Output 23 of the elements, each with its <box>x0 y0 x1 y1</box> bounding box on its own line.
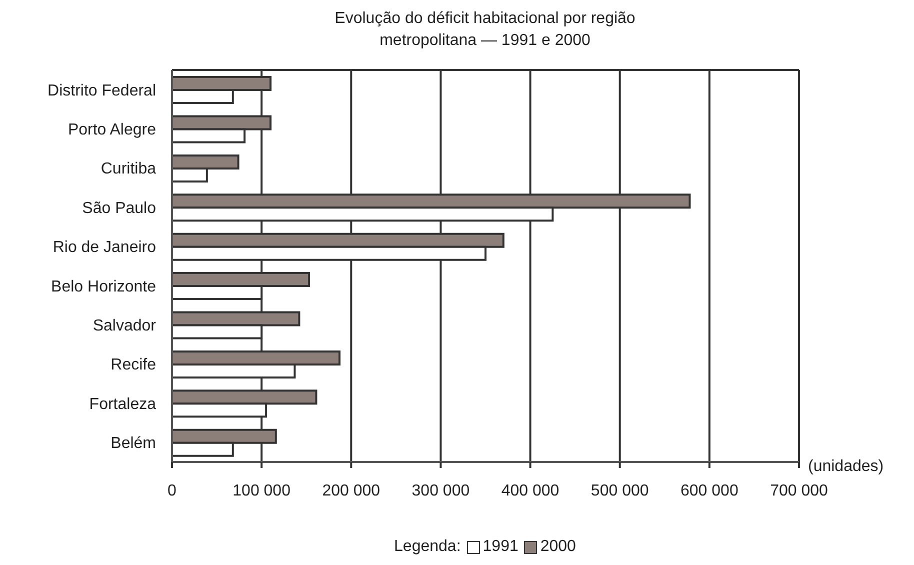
y-tick-label: Recife <box>110 356 156 374</box>
y-tick-label: Porto Alegre <box>68 121 156 138</box>
x-tick-label: 700 000 <box>770 482 828 500</box>
y-tick-label: Salvador <box>92 317 157 334</box>
x-tick-label: 100 000 <box>232 482 291 500</box>
y-tick-label: Fortaleza <box>89 396 156 413</box>
legend-title: Legenda: <box>394 538 461 556</box>
x-tick-label: 200 000 <box>322 482 380 500</box>
chart-title: Evolução do déficit habitacional por região metropolitana — 1991 e 2000 <box>334 9 636 51</box>
x-tick-label: 500 000 <box>590 482 649 500</box>
y-tick-label: São Paulo <box>82 200 156 217</box>
x-tick-label: 600 000 <box>680 482 738 500</box>
legend-label: 2000 <box>540 538 576 556</box>
x-tick-label: 0 <box>168 482 177 500</box>
y-tick-label: Belo Horizonte <box>51 278 156 296</box>
x-tick-label: 400 000 <box>501 482 560 500</box>
y-tick-label: Curitiba <box>100 160 156 178</box>
y-tick-label: Belém <box>110 435 156 452</box>
x-axis-title: (unidades) <box>808 458 884 476</box>
x-tick-label: 300 000 <box>412 482 470 500</box>
y-tick-label: Distrito Federal <box>48 82 156 100</box>
legend-label: 1991 <box>482 538 518 556</box>
y-tick-label: Rio de Janeiro <box>52 239 156 256</box>
